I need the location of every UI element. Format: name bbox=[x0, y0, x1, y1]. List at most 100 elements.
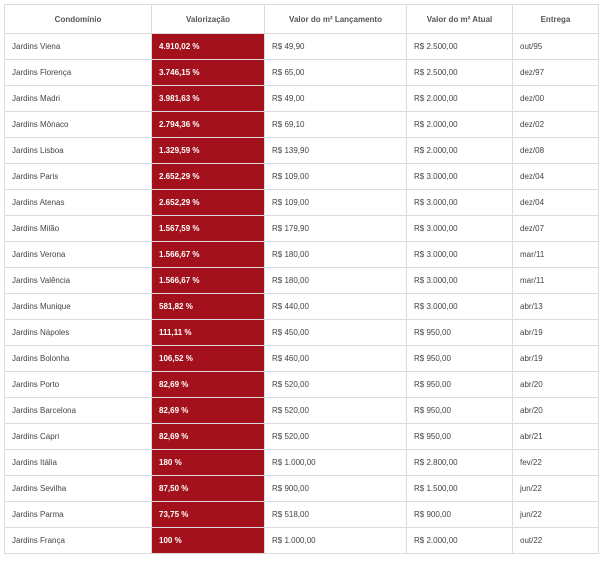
valuation-cell: 3.746,15 % bbox=[151, 59, 265, 86]
delivery-cell: abr/19 bbox=[512, 345, 599, 372]
launch-price-cell: R$ 109,00 bbox=[264, 189, 407, 216]
valuation-cell: 111,11 % bbox=[151, 319, 265, 346]
condominium-cell: Jardins Florença bbox=[4, 59, 152, 86]
table-row: Jardins Paris 2.652,29 % R$ 109,00 R$ 3.000… bbox=[4, 163, 599, 190]
condominium-cell: Jardins Sevilha bbox=[4, 475, 152, 502]
delivery-cell: dez/04 bbox=[512, 189, 599, 216]
launch-price-cell: R$ 49,90 bbox=[264, 33, 407, 60]
condominium-cell: Jardins Paris bbox=[4, 163, 152, 190]
table-row: Jardins França 100 % R$ 1.000,00 R$ 2.000,0… bbox=[4, 527, 599, 554]
delivery-cell: jun/22 bbox=[512, 475, 599, 502]
condominium-cell: Jardins Viena bbox=[4, 33, 152, 60]
delivery-cell: mar/11 bbox=[512, 241, 599, 268]
valuation-cell: 82,69 % bbox=[151, 423, 265, 450]
launch-price-cell: R$ 520,00 bbox=[264, 371, 407, 398]
table-row: Jardins Valência 1.566,67 % R$ 180,00 R$ 3.… bbox=[4, 267, 599, 294]
launch-price-cell: R$ 1.000,00 bbox=[264, 527, 407, 554]
table-row: Jardins Barcelona 82,69 % R$ 520,00 R$ 950,… bbox=[4, 397, 599, 424]
launch-price-cell: R$ 65,00 bbox=[264, 59, 407, 86]
condominium-cell: Jardins Valência bbox=[4, 267, 152, 294]
delivery-cell: dez/07 bbox=[512, 215, 599, 242]
delivery-cell: out/22 bbox=[512, 527, 599, 554]
current-price-cell: R$ 3.000,00 bbox=[406, 189, 513, 216]
current-price-cell: R$ 3.000,00 bbox=[406, 163, 513, 190]
valuation-cell: 2.794,36 % bbox=[151, 111, 265, 138]
table-row: Jardins Sevilha 87,50 % R$ 900,00 R$ 1.500,… bbox=[4, 475, 599, 502]
condominium-cell: Jardins Itália bbox=[4, 449, 152, 476]
table-row: Jardins Capri 82,69 % R$ 520,00 R$ 950,00 ab… bbox=[4, 423, 599, 450]
valuation-cell: 581,82 % bbox=[151, 293, 265, 320]
delivery-cell: abr/19 bbox=[512, 319, 599, 346]
column-header: Valor do m² Atual bbox=[406, 4, 513, 34]
table-row: Jardins Florença 3.746,15 % R$ 65,00 R$ 2.5… bbox=[4, 59, 599, 86]
delivery-cell: abr/21 bbox=[512, 423, 599, 450]
current-price-cell: R$ 950,00 bbox=[406, 371, 513, 398]
current-price-cell: R$ 3.000,00 bbox=[406, 293, 513, 320]
valuation-cell: 3.981,63 % bbox=[151, 85, 265, 112]
valuation-cell: 2.652,29 % bbox=[151, 189, 265, 216]
valuation-cell: 1.567,59 % bbox=[151, 215, 265, 242]
condominium-cell: Jardins Milão bbox=[4, 215, 152, 242]
table-row: Jardins Madri 3.981,63 % R$ 49,00 R$ 2.000,… bbox=[4, 85, 599, 112]
table-row: Jardins Nápoles 111,11 % R$ 450,00 R$ 950,0… bbox=[4, 319, 599, 346]
valuation-cell: 106,52 % bbox=[151, 345, 265, 372]
delivery-cell: abr/20 bbox=[512, 397, 599, 424]
valuation-cell: 73,75 % bbox=[151, 501, 265, 528]
condominium-cell: Jardins Verona bbox=[4, 241, 152, 268]
delivery-cell: abr/20 bbox=[512, 371, 599, 398]
table-row: Jardins Parma 73,75 % R$ 518,00 R$ 900,00 ju… bbox=[4, 501, 599, 528]
table-row: Jardins Atenas 2.652,29 % R$ 109,00 R$ 3.00… bbox=[4, 189, 599, 216]
current-price-cell: R$ 2.000,00 bbox=[406, 527, 513, 554]
current-price-cell: R$ 2.500,00 bbox=[406, 59, 513, 86]
launch-price-cell: R$ 69,10 bbox=[264, 111, 407, 138]
current-price-cell: R$ 2.000,00 bbox=[406, 137, 513, 164]
current-price-cell: R$ 2.000,00 bbox=[406, 85, 513, 112]
current-price-cell: R$ 2.500,00 bbox=[406, 33, 513, 60]
valuation-cell: 87,50 % bbox=[151, 475, 265, 502]
valuation-table: Condomínio Valorização Valor do m² Lançame… bbox=[4, 4, 599, 554]
condominium-cell: Jardins Madri bbox=[4, 85, 152, 112]
header-row: Condomínio Valorização Valor do m² Lançame… bbox=[4, 4, 599, 34]
table-row: Jardins Milão 1.567,59 % R$ 179,90 R$ 3.000… bbox=[4, 215, 599, 242]
launch-price-cell: R$ 450,00 bbox=[264, 319, 407, 346]
column-header: Entrega bbox=[512, 4, 599, 34]
current-price-cell: R$ 950,00 bbox=[406, 319, 513, 346]
current-price-cell: R$ 2.800,00 bbox=[406, 449, 513, 476]
column-header: Condomínio bbox=[4, 4, 152, 34]
delivery-cell: dez/04 bbox=[512, 163, 599, 190]
launch-price-cell: R$ 900,00 bbox=[264, 475, 407, 502]
condominium-cell: Jardins Capri bbox=[4, 423, 152, 450]
launch-price-cell: R$ 139,90 bbox=[264, 137, 407, 164]
condominium-cell: Jardins Bolonha bbox=[4, 345, 152, 372]
condominium-cell: Jardins Munique bbox=[4, 293, 152, 320]
launch-price-cell: R$ 460,00 bbox=[264, 345, 407, 372]
launch-price-cell: R$ 180,00 bbox=[264, 267, 407, 294]
launch-price-cell: R$ 179,90 bbox=[264, 215, 407, 242]
condominium-cell: Jardins Lisboa bbox=[4, 137, 152, 164]
delivery-cell: fev/22 bbox=[512, 449, 599, 476]
launch-price-cell: R$ 520,00 bbox=[264, 423, 407, 450]
launch-price-cell: R$ 1.000,00 bbox=[264, 449, 407, 476]
current-price-cell: R$ 2.000,00 bbox=[406, 111, 513, 138]
condominium-cell: Jardins Nápoles bbox=[4, 319, 152, 346]
current-price-cell: R$ 950,00 bbox=[406, 397, 513, 424]
table-row: Jardins Viena 4.910,02 % R$ 49,90 R$ 2.500,… bbox=[4, 33, 599, 60]
condominium-cell: Jardins Atenas bbox=[4, 189, 152, 216]
valuation-cell: 180 % bbox=[151, 449, 265, 476]
table-row: Jardins Munique 581,82 % R$ 440,00 R$ 3.000… bbox=[4, 293, 599, 320]
current-price-cell: R$ 3.000,00 bbox=[406, 215, 513, 242]
launch-price-cell: R$ 518,00 bbox=[264, 501, 407, 528]
column-header: Valorização bbox=[151, 4, 265, 34]
table-row: Jardins Verona 1.566,67 % R$ 180,00 R$ 3.00… bbox=[4, 241, 599, 268]
table-row: Jardins Itália 180 % R$ 1.000,00 R$ 2.800,0… bbox=[4, 449, 599, 476]
table-row: Jardins Mônaco 2.794,36 % R$ 69,10 R$ 2.000… bbox=[4, 111, 599, 138]
valuation-cell: 1.329,59 % bbox=[151, 137, 265, 164]
valuation-cell: 2.652,29 % bbox=[151, 163, 265, 190]
table-body: Jardins Viena 4.910,02 % R$ 49,90 R$ 2.500,… bbox=[4, 33, 599, 554]
launch-price-cell: R$ 440,00 bbox=[264, 293, 407, 320]
table-row: Jardins Porto 82,69 % R$ 520,00 R$ 950,00 ab… bbox=[4, 371, 599, 398]
delivery-cell: dez/08 bbox=[512, 137, 599, 164]
delivery-cell: jun/22 bbox=[512, 501, 599, 528]
valuation-cell: 4.910,02 % bbox=[151, 33, 265, 60]
